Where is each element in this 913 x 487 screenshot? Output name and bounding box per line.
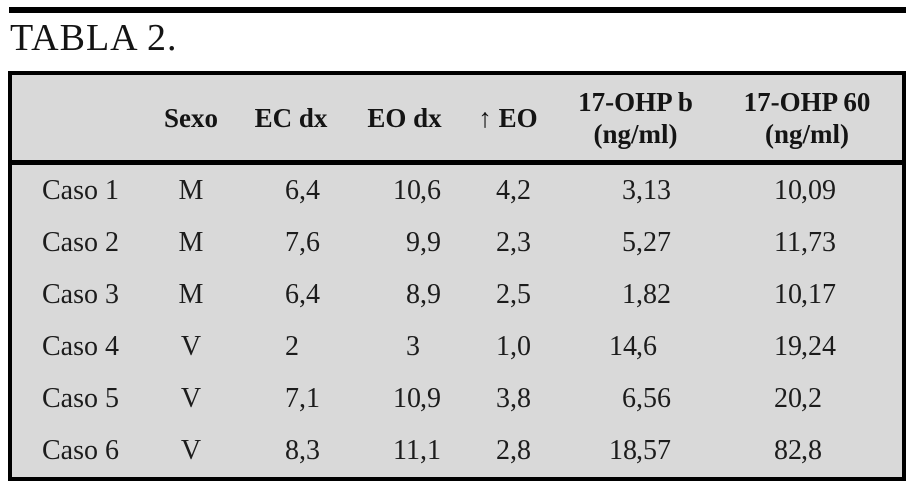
table-cell-sexo: M xyxy=(178,175,204,206)
table-row: Caso 1 M 6,4 10,6 4,2 3,13 10,09 xyxy=(12,165,902,217)
table-cell-caso: Caso 2 xyxy=(42,227,119,258)
table-row: Caso 4 V 2 3 1,0 14,6 19,24 xyxy=(12,321,902,373)
table-cell-ohp_b: 6,56 xyxy=(622,383,671,414)
column-header-17ohp-60: 17-OHP 60 (ng/ml) xyxy=(743,86,871,149)
table-row: Caso 5 V 7,1 10,9 3,8 6,56 20,2 xyxy=(12,373,902,425)
table-cell-ohp_b: 14,6 xyxy=(609,331,657,362)
table-body: Caso 1 M 6,4 10,6 4,2 3,13 10,09 Caso 2 M 7,6 9,9 2… xyxy=(12,165,902,477)
table-cell-eo_dx: 11,1 xyxy=(393,435,441,466)
table-row: Caso 6 V 8,3 11,1 2,8 18,57 82,8 xyxy=(12,425,902,477)
table-cell-ohp_60: 19,24 xyxy=(774,331,836,362)
table-cell-caso: Caso 3 xyxy=(42,279,119,310)
table-cell-caso: Caso 4 xyxy=(42,331,119,362)
table-cell-ohp_60: 20,2 xyxy=(774,383,822,414)
table-cell-ec_dx: 8,3 xyxy=(285,435,320,466)
column-header-ec-dx: EC dx xyxy=(254,102,328,133)
table-cell-sexo: V xyxy=(180,383,202,414)
table-cell-sexo: M xyxy=(178,279,204,310)
table-cell-sexo: V xyxy=(180,435,202,466)
column-header-17ohp-basal: 17-OHP b (ng/ml) xyxy=(578,86,693,149)
table-cell-ohp_60: 10,09 xyxy=(774,175,836,206)
table-cell-ec_dx: 6,4 xyxy=(285,279,320,310)
table-cell-caso: Caso 1 xyxy=(42,175,119,206)
table-cell-eo_dx: 9,9 xyxy=(406,227,441,258)
table-cell-eo_dx: 10,9 xyxy=(393,383,441,414)
column-header-increment-eo: ↑ EO xyxy=(478,102,538,133)
table-cell-ohp_b: 3,13 xyxy=(622,175,671,206)
table-cell-ec_dx: 6,4 xyxy=(285,175,320,206)
table-cell-eo_dx: 3 xyxy=(406,331,420,362)
table-cell-ohp_b: 1,82 xyxy=(622,279,671,310)
table-cell-ohp_60: 10,17 xyxy=(774,279,836,310)
data-table: Sexo EC dx EO dx ↑ EO 17-OHP b (ng/ml) 1… xyxy=(8,71,906,481)
table-row: Caso 3 M 6,4 8,9 2,5 1,82 10,17 xyxy=(12,269,902,321)
table-cell-ec_dx: 7,1 xyxy=(285,383,320,414)
table-cell-ohp_b: 5,27 xyxy=(622,227,671,258)
table-row: Caso 2 M 7,6 9,9 2,3 5,27 11,73 xyxy=(12,217,902,269)
table-cell-inc_eo: 2,8 xyxy=(496,435,531,466)
table-cell-inc_eo: 1,0 xyxy=(496,331,531,362)
column-header-eo-dx: EO dx xyxy=(367,102,442,133)
table-cell-eo_dx: 10,6 xyxy=(393,175,441,206)
table-cell-inc_eo: 4,2 xyxy=(496,175,531,206)
table-cell-caso: Caso 5 xyxy=(42,383,119,414)
column-header-sexo: Sexo xyxy=(164,102,218,133)
table-cell-ohp_b: 18,57 xyxy=(609,435,671,466)
table-cell-sexo: V xyxy=(180,331,202,362)
table-cell-ohp_60: 82,8 xyxy=(774,435,822,466)
table-header-row: Sexo EC dx EO dx ↑ EO 17-OHP b (ng/ml) 1… xyxy=(12,75,902,165)
table-cell-inc_eo: 2,3 xyxy=(496,227,531,258)
table-cell-inc_eo: 3,8 xyxy=(496,383,531,414)
top-rule xyxy=(9,7,906,13)
table-cell-inc_eo: 2,5 xyxy=(496,279,531,310)
table-title: TABLA 2. xyxy=(10,17,178,59)
table-cell-ec_dx: 7,6 xyxy=(285,227,320,258)
table-cell-caso: Caso 6 xyxy=(42,435,119,466)
table-cell-sexo: M xyxy=(178,227,204,258)
table-cell-eo_dx: 8,9 xyxy=(406,279,441,310)
table-cell-ec_dx: 2 xyxy=(285,331,299,362)
table-cell-ohp_60: 11,73 xyxy=(774,227,836,258)
